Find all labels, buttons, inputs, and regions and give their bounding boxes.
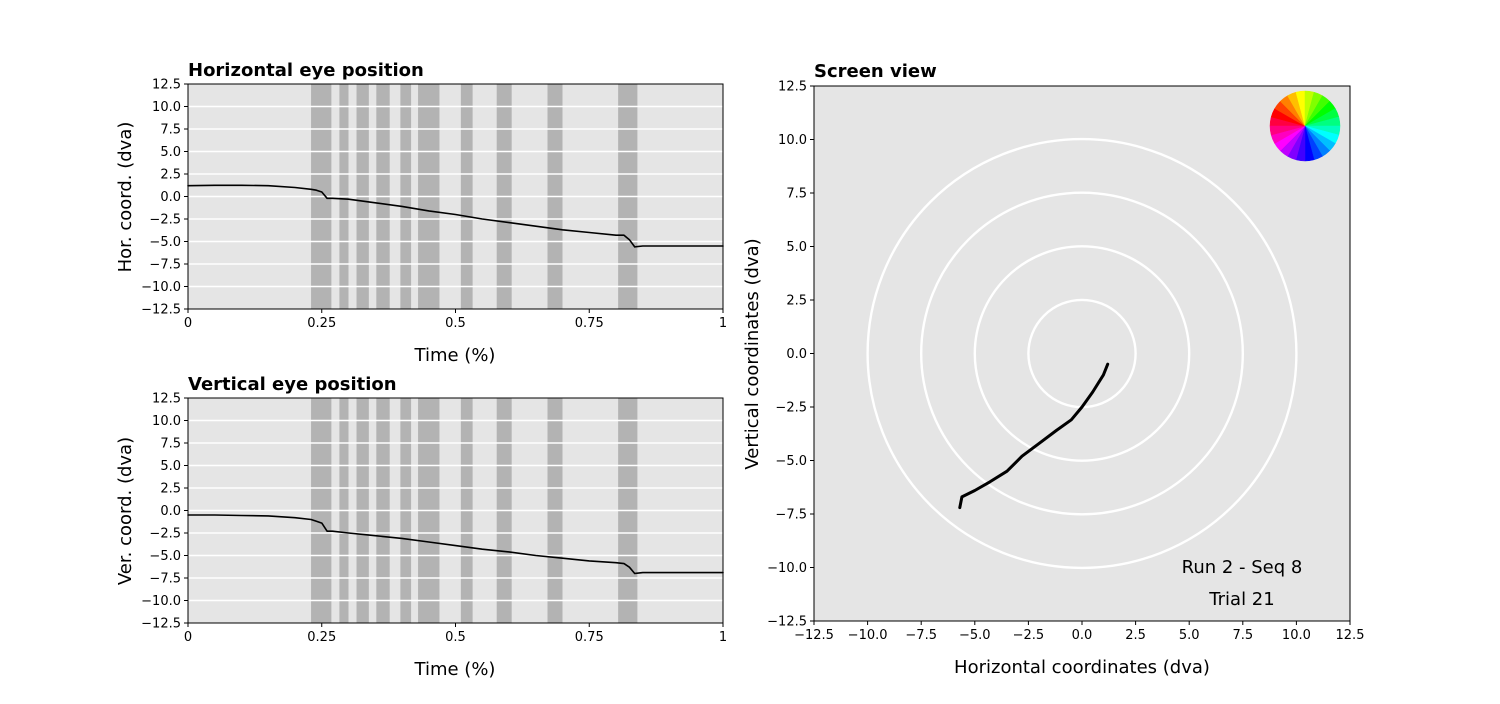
- y-tick-label-6: 2.5: [160, 168, 181, 183]
- screen-gaze-trace: [958, 362, 1110, 510]
- y-tick-label-10: 12.5: [152, 392, 181, 407]
- vertical-eye-position-panel: Vertical eye position 0 0.25 0.5 0.75 1 −12.…: [115, 374, 727, 680]
- y-tick-label-9: 10.0: [152, 100, 181, 115]
- horizontal-y-axis-label: Hor. coord. (dva): [115, 122, 136, 273]
- x-tick-label-7: 5.0: [1179, 628, 1200, 643]
- x-tick-label-1: 0.25: [307, 316, 336, 331]
- y-tick-label-2: −7.5: [149, 258, 181, 273]
- screen-x-axis-label: Horizontal coordinates (dva): [954, 657, 1210, 678]
- screen-y-axis-label: Vertical coordinates (dva): [742, 238, 763, 469]
- vertical-x-axis-label: Time (%): [414, 659, 496, 680]
- x-tick-label-0: 0: [184, 630, 192, 645]
- y-tick-label-8: 7.5: [786, 187, 807, 202]
- x-tick-label-6: 2.5: [1125, 628, 1146, 643]
- y-tick-label-3: −5.0: [149, 235, 181, 250]
- x-tick-label-2: 0.5: [445, 316, 466, 331]
- y-tick-label-3: −5.0: [775, 454, 807, 469]
- y-tick-label-7: 5.0: [160, 459, 181, 474]
- x-tick-label-9: 10.0: [1282, 628, 1311, 643]
- y-tick-label-0: −12.5: [141, 303, 181, 318]
- x-tick-label-4: 1: [719, 630, 727, 645]
- y-tick-label-4: −2.5: [149, 527, 181, 542]
- y-tick-label-5: 0.0: [786, 347, 807, 362]
- y-tick-label-9: 10.0: [152, 414, 181, 429]
- y-tick-label-7: 5.0: [160, 145, 181, 160]
- x-tick-label-0: 0: [184, 316, 192, 331]
- y-tick-label-9: 10.0: [778, 133, 807, 148]
- x-tick-label-3: 0.75: [575, 630, 604, 645]
- x-tick-label-2: −7.5: [905, 628, 937, 643]
- x-tick-label-3: −5.0: [959, 628, 991, 643]
- hue-color-wheel-icon: [1269, 90, 1341, 162]
- y-tick-label-4: −2.5: [775, 401, 807, 416]
- y-tick-label-10: 12.5: [152, 78, 181, 93]
- run-seq-annotation: Run 2 - Seq 8: [1182, 557, 1303, 578]
- x-tick-label-5: 0.0: [1072, 628, 1093, 643]
- x-tick-label-3: 0.75: [575, 316, 604, 331]
- screen-view-title: Screen view: [814, 61, 937, 82]
- trial-annotation: Trial 21: [1208, 589, 1274, 610]
- vertical-eye-trace: [187, 514, 724, 575]
- y-tick-label-6: 2.5: [786, 294, 807, 309]
- horizontal-x-axis-label: Time (%): [414, 345, 496, 366]
- y-tick-label-2: −7.5: [775, 508, 807, 523]
- y-tick-label-7: 5.0: [786, 240, 807, 255]
- x-tick-label-1: 0.25: [307, 630, 336, 645]
- y-tick-label-5: 0.0: [160, 504, 181, 519]
- x-tick-label-10: 12.5: [1336, 628, 1365, 643]
- eccentricity-circle-3: [866, 137, 1298, 570]
- eccentricity-circle-2: [920, 191, 1245, 516]
- color-wheel-segment-23: [1269, 125, 1306, 136]
- horizontal-panel-title: Horizontal eye position: [188, 60, 424, 81]
- y-tick-label-8: 7.5: [160, 437, 181, 452]
- horizontal-eye-trace: [187, 184, 724, 248]
- y-tick-label-8: 7.5: [160, 123, 181, 138]
- x-tick-label-2: 0.5: [445, 630, 466, 645]
- y-tick-label-3: −5.0: [149, 549, 181, 564]
- screen-view-panel: Screen view −12.5 −10.0 −7.5 −5.0 −2.5 0.0 2.5…: [742, 61, 1364, 678]
- screen-plot-area: [814, 86, 1350, 621]
- x-tick-label-4: −2.5: [1013, 628, 1045, 643]
- y-tick-label-1: −10.0: [141, 280, 181, 295]
- y-tick-label-5: 0.0: [160, 190, 181, 205]
- x-tick-label-4: 1: [719, 316, 727, 331]
- vertical-panel-title: Vertical eye position: [188, 374, 397, 395]
- y-tick-label-6: 2.5: [160, 482, 181, 497]
- vertical-y-axis-label: Ver. coord. (dva): [115, 437, 136, 585]
- x-tick-label-0: −12.5: [794, 628, 834, 643]
- x-tick-label-1: −10.0: [848, 628, 888, 643]
- y-tick-label-10: 12.5: [778, 80, 807, 95]
- eccentricity-circle-1: [973, 245, 1191, 462]
- y-tick-label-4: −2.5: [149, 213, 181, 228]
- y-tick-label-1: −10.0: [141, 594, 181, 609]
- y-tick-label-0: −12.5: [141, 617, 181, 632]
- y-tick-label-2: −7.5: [149, 572, 181, 587]
- y-tick-label-0: −12.5: [767, 615, 807, 630]
- horizontal-eye-position-panel: Horizontal eye position 0 0.25 0.5 0.75 1 −1…: [115, 60, 727, 366]
- x-tick-label-8: 7.5: [1232, 628, 1253, 643]
- y-tick-label-1: −10.0: [767, 561, 807, 576]
